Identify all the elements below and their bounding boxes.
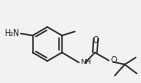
Text: NH: NH xyxy=(80,60,91,65)
Text: O: O xyxy=(93,36,99,44)
Text: H₂N: H₂N xyxy=(4,29,19,38)
Text: O: O xyxy=(110,56,117,65)
